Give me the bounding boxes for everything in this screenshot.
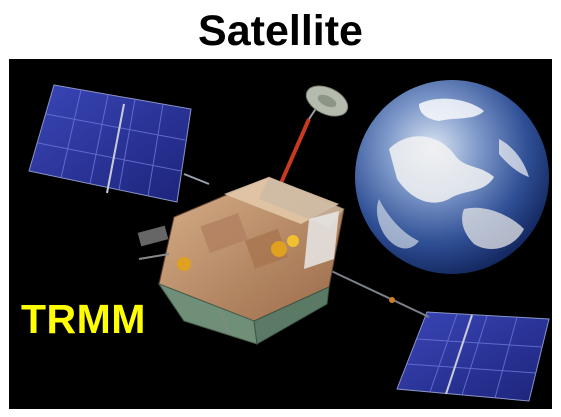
satellite-illustration [9,59,552,409]
page-title: Satellite [198,7,363,55]
solar-panel-lower [396,311,550,402]
antenna-dish [272,85,349,200]
satellite-body [137,176,345,345]
satellite-name-label: TRMM [21,296,146,342]
solar-panel-upper [28,84,210,203]
boom-arm [326,268,430,318]
earth-globe [355,80,549,274]
